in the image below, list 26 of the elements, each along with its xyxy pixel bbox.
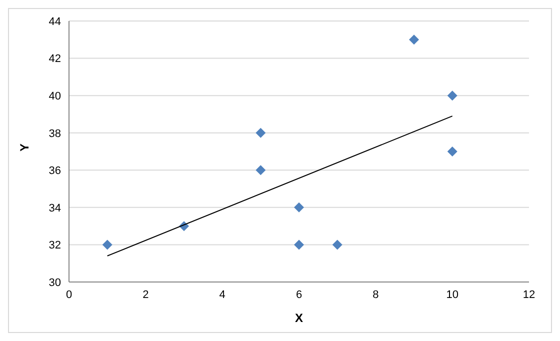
x-tick-label: 12	[522, 288, 536, 301]
x-tick-label: 10	[446, 288, 458, 301]
x-tick-label: 4	[219, 288, 226, 301]
point	[447, 146, 458, 156]
point	[256, 128, 266, 138]
y-tick-label: 34	[48, 202, 61, 214]
point	[409, 34, 419, 45]
point	[294, 240, 304, 250]
x-tick-label: 8	[372, 288, 379, 301]
point	[332, 240, 342, 250]
y-tick-label: 42	[48, 53, 61, 66]
y-tick-label: 44	[48, 16, 61, 28]
y-axis-title: Y	[17, 143, 32, 152]
x-tick-label: 6	[296, 288, 302, 301]
point	[102, 240, 112, 250]
x-tick-label: 2	[142, 288, 149, 301]
y-tick-label: 36	[48, 165, 61, 178]
y-tick-label: 32	[48, 240, 61, 252]
y-tick-label: 30	[48, 276, 61, 289]
y-tick-label: 40	[48, 90, 61, 102]
x-tick-label: 0	[66, 288, 72, 301]
point	[256, 165, 266, 176]
x-axis-title: X	[294, 311, 304, 325]
y-tick-label: 38	[48, 128, 61, 140]
point	[294, 202, 304, 212]
point	[447, 90, 458, 101]
